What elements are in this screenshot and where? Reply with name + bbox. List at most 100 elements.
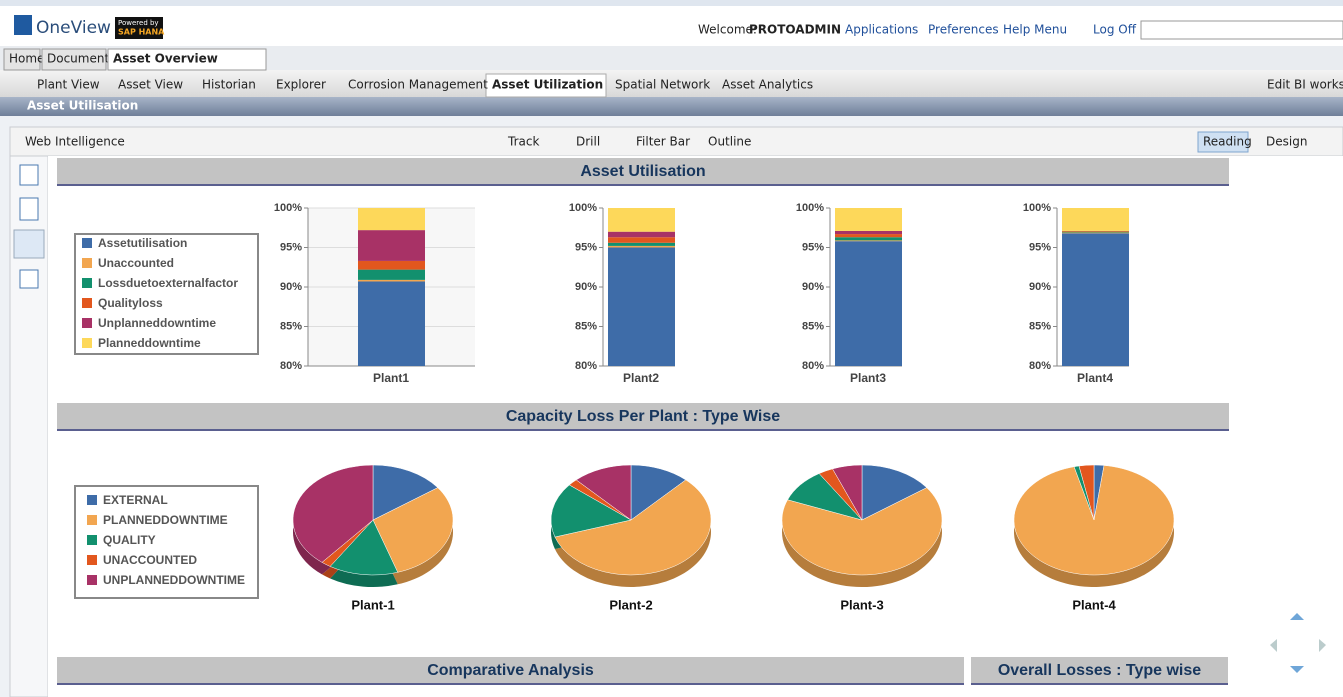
icon-input[interactable] — [13, 229, 45, 259]
bar-segment — [835, 241, 902, 366]
top-bar — [0, 0, 1343, 46]
toolbar-button[interactable]: Outline — [708, 135, 751, 149]
workspace-link[interactable]: Edit BI workspace — [1267, 78, 1343, 92]
nav-right[interactable] — [1319, 639, 1326, 652]
legend-swatch — [87, 515, 97, 525]
section-bar — [0, 97, 1343, 116]
top-strip — [0, 0, 1343, 6]
doc-tab[interactable] — [41, 48, 107, 71]
nav-bar — [0, 70, 1343, 97]
pie-slice — [550, 484, 632, 538]
doc-tab-label[interactable]: Documents — [47, 52, 115, 66]
nav-tab[interactable]: Corrosion Management — [348, 78, 488, 92]
nav-up[interactable] — [1290, 613, 1304, 620]
bar-segment — [358, 208, 425, 231]
pie-slice — [554, 479, 712, 576]
title-underline — [57, 184, 1229, 186]
mode-button[interactable]: Reading — [1203, 135, 1252, 149]
header-link[interactable]: Preferences — [928, 23, 999, 37]
y-tick-label: 95% — [280, 241, 302, 253]
report-title: Capacity Loss Per Plant : Type Wise — [506, 408, 780, 425]
header-link[interactable]: Applications — [845, 23, 918, 37]
legend-swatch — [82, 298, 92, 308]
y-tick-label: 100% — [1023, 202, 1051, 214]
mode-button[interactable]: Design — [1266, 135, 1307, 149]
logo-text: OneView — [36, 18, 111, 38]
legend-label: UNPLANNEDDOWNTIME — [103, 573, 245, 587]
welcome: Welcome: — [698, 23, 757, 37]
bar-segment — [1062, 231, 1129, 233]
header-link[interactable]: Help Menu — [1003, 23, 1067, 37]
title-bar — [57, 657, 964, 683]
active-tab — [485, 73, 607, 98]
pie-slice — [861, 464, 928, 521]
bar-segment — [835, 230, 902, 235]
bar-segment — [835, 208, 902, 231]
bar-segment — [835, 237, 902, 241]
y-tick-label: 80% — [802, 360, 824, 372]
y-tick-label: 80% — [575, 360, 597, 372]
bar-segment — [358, 269, 425, 280]
y-tick-label: 95% — [802, 241, 824, 253]
hana-badge — [115, 17, 163, 39]
y-tick-label: 100% — [796, 202, 824, 214]
hana: SAP HANA — [118, 28, 165, 37]
bar-segment — [1062, 232, 1129, 234]
legend-label: EXTERNAL — [103, 493, 168, 507]
bar-segment — [358, 279, 425, 282]
y-tick-label: 95% — [575, 241, 597, 253]
legend-swatch — [82, 338, 92, 348]
legend-label: QUALITY — [103, 533, 156, 547]
user: PROTOADMIN — [749, 23, 841, 37]
logo-icon — [14, 15, 32, 35]
legend-label: Lossduetoexternalfactor — [98, 276, 238, 290]
x-tick-label: Plant4 — [1077, 371, 1113, 385]
nav-tab[interactable]: Explorer — [276, 78, 326, 92]
doc-tab[interactable] — [3, 48, 41, 71]
legend-swatch — [87, 535, 97, 545]
side-icons — [13, 164, 45, 289]
title-underline — [971, 683, 1228, 685]
nav-tab[interactable]: Asset Analytics — [722, 78, 813, 92]
icon-tree[interactable] — [19, 197, 39, 221]
x-tick-label: Plant2 — [623, 371, 659, 385]
reading-highlight — [1197, 131, 1249, 153]
nav-tab[interactable]: Spatial Network — [615, 78, 710, 92]
bar-segment — [358, 230, 425, 261]
header-link[interactable]: Log Off — [1093, 23, 1137, 37]
app-menu[interactable]: Web Intelligence — [25, 135, 125, 149]
legend-label: UNACCOUNTED — [103, 553, 197, 567]
nav-down[interactable] — [1290, 666, 1304, 673]
report-title: Overall Losses : Type wise — [998, 662, 1201, 679]
legend-label: Unplanneddowntime — [98, 316, 216, 330]
legend-swatch — [87, 555, 97, 565]
pie-label: Plant-4 — [1072, 597, 1116, 612]
pie-slice — [372, 487, 454, 573]
toolbar-button[interactable]: Filter Bar — [636, 135, 690, 149]
icon-help[interactable] — [19, 269, 39, 289]
nav-tab[interactable]: Asset Utilization — [492, 78, 603, 92]
nav-left[interactable] — [1270, 639, 1277, 652]
y-tick-label: 85% — [802, 320, 824, 332]
y-tick-label: 85% — [1029, 320, 1051, 332]
nav-tab[interactable]: Asset View — [118, 78, 183, 92]
bar-segment — [608, 247, 675, 366]
bar-segment — [835, 240, 902, 242]
doc-tab-label[interactable]: Asset Overview — [113, 52, 218, 66]
nav-tab[interactable]: Historian — [202, 78, 256, 92]
bar-segment — [608, 231, 675, 238]
doc-tab-label[interactable]: Home — [9, 52, 44, 66]
legend-swatch — [87, 575, 97, 585]
bar-segment — [608, 245, 675, 248]
toolbar-button[interactable]: Track — [507, 135, 539, 149]
icon-doc[interactable] — [19, 164, 39, 186]
bar-segment — [358, 281, 425, 366]
toolbar-button[interactable]: Drill — [576, 135, 600, 149]
y-tick-label: 100% — [274, 202, 302, 214]
nav-tab[interactable]: Plant View — [37, 78, 100, 92]
y-tick-label: 100% — [569, 202, 597, 214]
search-box[interactable] — [1140, 20, 1343, 40]
doc-tab[interactable] — [107, 48, 267, 71]
y-tick-label: 90% — [280, 281, 302, 293]
